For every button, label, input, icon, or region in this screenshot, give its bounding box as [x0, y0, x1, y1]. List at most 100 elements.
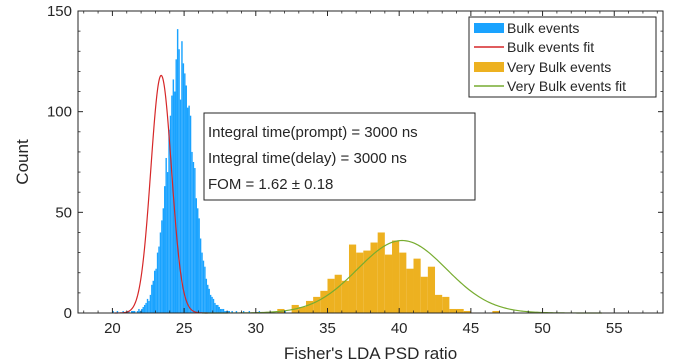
legend-label-very-bulk-events-fit: Very Bulk events fit [507, 78, 626, 94]
bulk-bar-66 [207, 284, 209, 313]
bulk-bar-3 [116, 310, 119, 313]
bulk-bar-74 [218, 306, 220, 313]
legend-swatch-very-bulk-events [474, 62, 504, 72]
bulk-bar-49 [182, 63, 185, 313]
legend-swatch-bulk-events [474, 23, 504, 33]
bulk-events-fit-curve [114, 74, 208, 314]
bulk-bar-51 [185, 85, 187, 314]
very-bulk-bar-6 [320, 290, 328, 313]
bulk-bar-33 [159, 232, 162, 313]
legend-label-very-bulk-events: Very Bulk events [507, 59, 611, 75]
bulk-bar-39 [168, 129, 170, 313]
bulk-bar-38 [166, 172, 169, 313]
bulk-bar-65 [205, 278, 208, 313]
bulk-bar-77 [222, 308, 225, 313]
bulk-bar-20 [141, 308, 143, 313]
bulk-bar-34 [161, 220, 163, 313]
bulk-bar-64 [204, 266, 206, 313]
bulk-bar-13 [131, 310, 133, 313]
bulk-bar-75 [219, 308, 222, 313]
bulk-bar-78 [224, 310, 226, 313]
bulk-bar-60 [198, 218, 200, 313]
very-bulk-bar-4 [305, 300, 314, 313]
y-tick-label-0: 0 [64, 305, 72, 322]
very-bulk-bar-16 [392, 240, 400, 313]
bulk-bar-25 [148, 300, 150, 313]
bulk-bar-63 [202, 260, 205, 313]
bulk-bar-36 [164, 186, 166, 313]
legend: Bulk events Bulk events fit Very Bulk ev… [468, 16, 657, 98]
bulk-bar-41 [171, 95, 173, 313]
bulk-bar-95 [248, 310, 251, 313]
very-bulk-bar-21 [427, 266, 436, 313]
very-bulk-bar-12 [363, 250, 371, 313]
very-bulk-bar-23 [442, 296, 450, 313]
bulk-bar-46 [178, 49, 180, 313]
very-bulk-bar-15 [384, 254, 393, 313]
very-bulk-bar-20 [420, 276, 428, 313]
x-tick-label-25: 25 [176, 320, 193, 337]
very-bulk-bar-18 [406, 268, 414, 313]
bulk-bar-69 [211, 296, 213, 313]
very-bulk-bar-19 [413, 258, 421, 313]
bulk-bar-23 [145, 302, 147, 313]
bulk-events-bars [112, 29, 286, 314]
legend-label-bulk-events-fit: Bulk events fit [507, 39, 594, 55]
bulk-bar-73 [217, 304, 219, 313]
bulk-bar-83 [231, 310, 233, 313]
bulk-bar-80 [227, 310, 229, 313]
bulk-bar-19 [139, 310, 142, 313]
bulk-bar-79 [225, 310, 228, 313]
bulk-bar-67 [208, 288, 210, 313]
x-axis-label: Fisher's LDA PSD ratio [284, 344, 457, 363]
bulk-bar-21 [142, 306, 144, 313]
bulk-bar-72 [215, 304, 218, 313]
x-tick-label-20: 20 [104, 320, 121, 337]
bulk-bar-57 [194, 168, 196, 313]
bulk-bar-24 [146, 298, 149, 313]
y-axis-label: Count [13, 139, 32, 185]
annotation-box: Integral time(prompt) = 3000 ns Integral… [203, 112, 476, 201]
x-tick-label-30: 30 [247, 320, 264, 337]
bulk-bar-26 [149, 294, 152, 313]
bulk-bar-48 [181, 41, 183, 313]
y-tick-label-100: 100 [47, 104, 72, 121]
bulk-bar-31 [156, 252, 159, 313]
bulk-bar-47 [179, 99, 182, 313]
bulk-bar-45 [176, 29, 179, 314]
x-tick-label-35: 35 [319, 320, 336, 337]
y-tick-label-150: 150 [47, 3, 72, 20]
bulk-bar-7 [122, 310, 124, 313]
bulk-bar-17 [136, 310, 139, 313]
very-bulk-bar-30 [492, 310, 500, 313]
bulk-bar-53 [188, 105, 190, 313]
annotation-prompt-time: Integral time(prompt) = 3000 ns [208, 124, 418, 141]
bulk-bar-11 [128, 310, 130, 313]
very-bulk-bar-14 [377, 232, 385, 313]
bulk-bar-91 [242, 310, 245, 313]
bulk-bar-0 [112, 310, 114, 313]
bulk-bar-61 [199, 238, 202, 313]
very-bulk-bar-13 [370, 242, 378, 313]
bulk-bar-32 [158, 246, 160, 313]
very-bulk-events-bars [277, 232, 500, 313]
annotation-frame [203, 112, 476, 201]
x-tick-label-45: 45 [463, 320, 480, 337]
y-tick-label-50: 50 [55, 204, 72, 221]
bulk-bar-30 [155, 268, 157, 313]
bulk-bar-22 [143, 304, 146, 313]
bulk-bar-120 [284, 310, 286, 313]
bulk-bar-55 [191, 151, 193, 313]
x-tick-label-50: 50 [534, 320, 551, 337]
bulk-bar-18 [138, 308, 140, 313]
very-bulk-bar-10 [348, 244, 357, 313]
very-bulk-bar-17 [399, 252, 407, 313]
bulk-bar-29 [153, 270, 156, 313]
bulk-bar-70 [212, 298, 215, 313]
very-bulk-bar-22 [435, 294, 443, 313]
bulk-bar-27 [151, 284, 153, 313]
bulk-bar-15 [133, 310, 136, 313]
bulk-bar-14 [132, 310, 134, 313]
bulk-bar-62 [201, 252, 203, 313]
bulk-bar-81 [228, 310, 230, 313]
